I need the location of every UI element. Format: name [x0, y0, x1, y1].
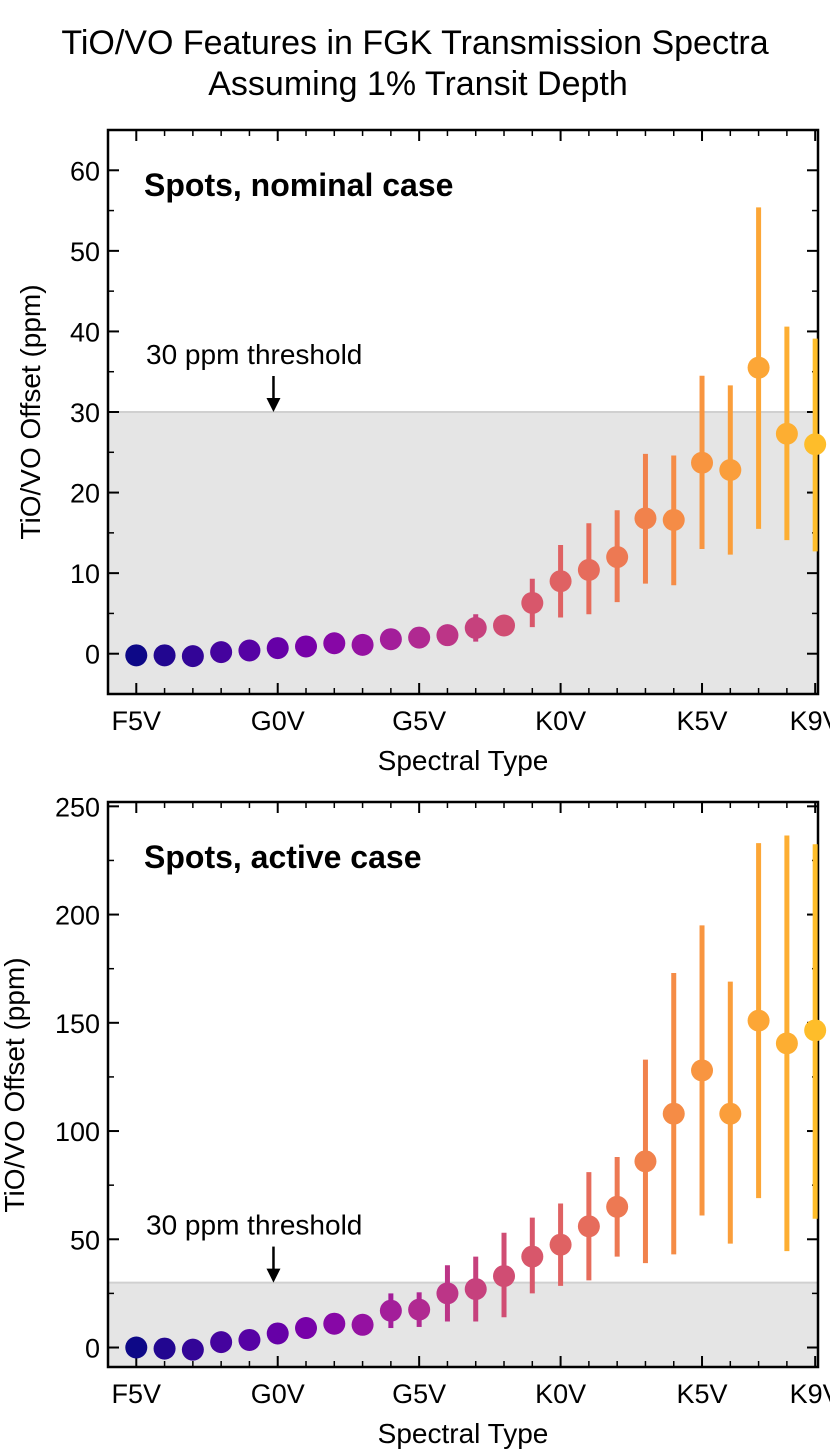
- data-point: [521, 591, 544, 614]
- data-point: [323, 632, 346, 655]
- data-point: [210, 641, 233, 664]
- data-point: [747, 1009, 770, 1032]
- data-point: [521, 1245, 544, 1268]
- data-point: [351, 633, 374, 656]
- data-point: [125, 644, 148, 667]
- data-point: [238, 1328, 261, 1351]
- data-point: [493, 614, 516, 637]
- y-tick-label: 0: [85, 1334, 100, 1364]
- data-point: [747, 356, 770, 379]
- y-tick-label: 60: [70, 156, 100, 186]
- x-tick-label: K5V: [677, 706, 728, 736]
- y-tick-label: 50: [70, 1225, 100, 1255]
- data-point: [549, 570, 572, 593]
- x-tick-label: F5V: [112, 1379, 162, 1409]
- panel-title: Spots, active case: [144, 839, 421, 875]
- threshold-region: [108, 1282, 818, 1367]
- x-tick-label: K5V: [677, 1379, 728, 1409]
- active-case-panel: 0 50 100 150 200 250 F5V G0V G5V K0V K5V K9V Spectra…: [0, 792, 830, 1449]
- y-axis-label: TiO/VO Offset (ppm): [0, 957, 30, 1212]
- x-tick-label: F5V: [112, 706, 162, 736]
- x-axis-label: Spectral Type: [378, 745, 549, 776]
- data-point: [181, 645, 204, 668]
- data-point: [295, 1317, 318, 1340]
- data-point: [719, 459, 742, 482]
- x-axis-label: Spectral Type: [378, 1418, 549, 1449]
- data-point: [181, 1338, 204, 1361]
- data-point: [606, 546, 629, 569]
- x-tick-label: K0V: [535, 1379, 586, 1409]
- x-tick-label: G5V: [392, 1379, 446, 1409]
- y-tick-label: 250: [55, 792, 100, 822]
- x-tick-label: K0V: [535, 706, 586, 736]
- y-tick-label: 40: [70, 317, 100, 347]
- y-tick-label: 150: [55, 1009, 100, 1039]
- data-point: [719, 1102, 742, 1125]
- y-tick-label: 20: [70, 479, 100, 509]
- y-tick-label: 30: [70, 398, 100, 428]
- data-point: [691, 1059, 714, 1082]
- data-point: [379, 628, 402, 651]
- data-point: [464, 1278, 487, 1301]
- x-tick-label: G0V: [251, 1379, 305, 1409]
- data-point: [775, 422, 798, 445]
- data-point: [691, 451, 714, 474]
- y-tick-label: 100: [55, 1117, 100, 1147]
- data-point: [493, 1265, 516, 1288]
- data-point: [295, 635, 318, 658]
- data-point: [238, 639, 261, 662]
- data-point: [323, 1312, 346, 1335]
- threshold-arrow-head: [266, 398, 281, 412]
- data-point: [436, 1282, 459, 1305]
- data-point: [804, 433, 827, 456]
- data-point: [549, 1233, 572, 1256]
- data-point: [125, 1336, 148, 1359]
- data-point: [606, 1195, 629, 1218]
- x-tick-label: K9V: [790, 706, 830, 736]
- figure-title-line1: TiO/VO Features in FGK Transmission Spec…: [61, 24, 768, 62]
- data-point: [351, 1313, 374, 1336]
- data-point: [634, 1150, 657, 1173]
- figure-title-line2: Assuming 1% Transit Depth: [208, 65, 628, 103]
- threshold-annotation: 30 ppm threshold: [146, 339, 362, 370]
- data-point: [577, 1215, 600, 1238]
- data-point: [436, 624, 459, 647]
- y-tick-label: 0: [85, 640, 100, 670]
- data-point: [210, 1331, 233, 1354]
- y-tick-label: 10: [70, 559, 100, 589]
- plot-frame: [106, 800, 820, 1369]
- data-point: [662, 508, 685, 531]
- data-point: [153, 644, 176, 667]
- data-point: [408, 626, 431, 649]
- x-tick-label: K9V: [790, 1379, 830, 1409]
- threshold-arrow-head: [266, 1268, 281, 1283]
- x-tick-label: G0V: [251, 706, 305, 736]
- data-point: [379, 1299, 402, 1322]
- panel-title: Spots, nominal case: [144, 167, 453, 203]
- data-point: [662, 1102, 685, 1125]
- threshold-annotation: 30 ppm threshold: [146, 1210, 362, 1241]
- x-tick-label: G5V: [392, 706, 446, 736]
- y-tick-label: 50: [70, 237, 100, 267]
- y-axis-label: TiO/VO Offset (ppm): [15, 284, 46, 539]
- data-point: [408, 1298, 431, 1321]
- data-point: [634, 507, 657, 530]
- data-point: [577, 558, 600, 581]
- data-point: [153, 1337, 176, 1360]
- data-point: [266, 637, 289, 660]
- data-point: [464, 616, 487, 639]
- data-point: [775, 1032, 798, 1055]
- data-point: [804, 1019, 827, 1042]
- y-tick-label: 200: [55, 901, 100, 931]
- data-point: [266, 1322, 289, 1345]
- nominal-case-panel: 0 10 20 30 40 50 60 F5V G0V G5V K0V K5V K9V Spectral …: [15, 128, 830, 776]
